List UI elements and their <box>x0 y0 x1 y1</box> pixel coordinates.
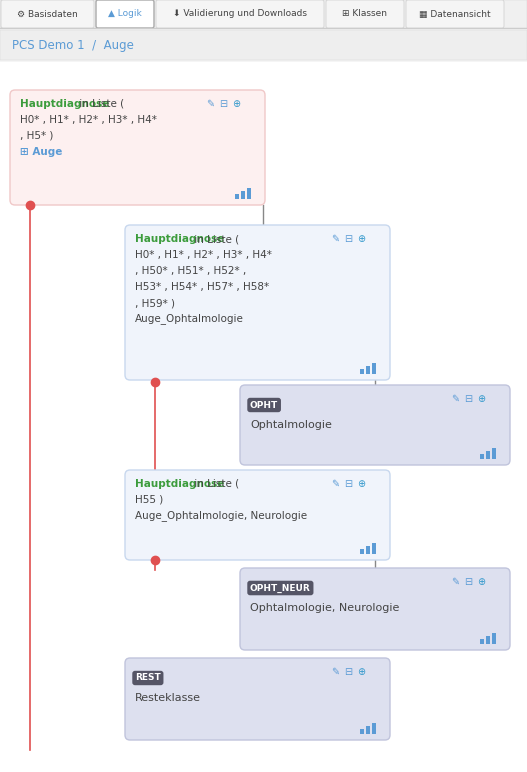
Text: ⊕: ⊕ <box>477 577 485 587</box>
Bar <box>366 366 370 374</box>
Text: Auge_Ophtalmologie: Auge_Ophtalmologie <box>135 313 244 324</box>
Text: Ophtalmologie: Ophtalmologie <box>250 420 332 430</box>
Text: ⊕: ⊕ <box>357 667 365 677</box>
Bar <box>486 451 490 459</box>
Text: H53* , H54* , H57* , H58*: H53* , H54* , H57* , H58* <box>135 282 269 292</box>
Text: ▦ Datenansicht: ▦ Datenansicht <box>419 9 491 19</box>
Text: ⊟: ⊟ <box>344 667 352 677</box>
Text: Ophtalmologie, Neurologie: Ophtalmologie, Neurologie <box>250 603 399 613</box>
Text: Auge_Ophtalmologie, Neurologie: Auge_Ophtalmologie, Neurologie <box>135 510 307 521</box>
Text: REST: REST <box>135 673 161 682</box>
Bar <box>480 454 484 459</box>
Text: ⊞ Auge: ⊞ Auge <box>20 147 62 157</box>
FancyBboxPatch shape <box>125 658 390 740</box>
Text: H0* , H1* , H2* , H3* , H4*: H0* , H1* , H2* , H3* , H4* <box>20 115 157 125</box>
Bar <box>492 633 496 644</box>
Text: ⊟: ⊟ <box>344 479 352 489</box>
Bar <box>247 188 251 199</box>
FancyBboxPatch shape <box>240 385 510 465</box>
Text: ⊕: ⊕ <box>232 99 240 109</box>
Text: Hauptdiagnose: Hauptdiagnose <box>20 99 110 109</box>
Text: Hauptdiagnose: Hauptdiagnose <box>135 234 225 244</box>
Bar <box>372 363 376 374</box>
FancyBboxPatch shape <box>406 0 504 28</box>
FancyBboxPatch shape <box>156 0 324 28</box>
FancyBboxPatch shape <box>1 0 94 28</box>
Bar <box>241 191 245 199</box>
Bar <box>360 369 364 374</box>
FancyBboxPatch shape <box>0 30 527 60</box>
Text: ▲ Logik: ▲ Logik <box>108 9 142 19</box>
Text: ⊟: ⊟ <box>344 234 352 244</box>
Bar <box>360 549 364 554</box>
Bar <box>372 723 376 734</box>
Text: ⊟: ⊟ <box>464 577 472 587</box>
Bar <box>366 726 370 734</box>
Bar <box>480 639 484 644</box>
Bar <box>360 729 364 734</box>
Text: in Liste (: in Liste ( <box>191 479 239 489</box>
Text: , H59* ): , H59* ) <box>135 298 175 308</box>
Text: ⊞ Klassen: ⊞ Klassen <box>343 9 387 19</box>
Text: ⊟: ⊟ <box>219 99 227 109</box>
Text: ✎: ✎ <box>331 234 339 244</box>
FancyBboxPatch shape <box>240 568 510 650</box>
Bar <box>492 448 496 459</box>
Text: Resteklasse: Resteklasse <box>135 693 201 703</box>
Text: ⊕: ⊕ <box>477 394 485 404</box>
Text: PCS Demo 1  /  Auge: PCS Demo 1 / Auge <box>12 39 134 52</box>
Text: ✎: ✎ <box>331 479 339 489</box>
Text: ⚙ Basisdaten: ⚙ Basisdaten <box>17 9 78 19</box>
FancyBboxPatch shape <box>0 0 527 28</box>
Text: ✎: ✎ <box>331 667 339 677</box>
Bar <box>486 636 490 644</box>
FancyBboxPatch shape <box>326 0 404 28</box>
Text: ⊟: ⊟ <box>464 394 472 404</box>
FancyBboxPatch shape <box>125 470 390 560</box>
Text: ✎: ✎ <box>451 577 459 587</box>
Text: , H5* ): , H5* ) <box>20 131 53 141</box>
Text: ⊕: ⊕ <box>357 234 365 244</box>
Text: H0* , H1* , H2* , H3* , H4*: H0* , H1* , H2* , H3* , H4* <box>135 250 272 260</box>
Text: OPHT: OPHT <box>250 401 278 409</box>
Text: , H50* , H51* , H52* ,: , H50* , H51* , H52* , <box>135 266 246 276</box>
FancyBboxPatch shape <box>96 0 154 28</box>
Text: ⬇ Validierung und Downloads: ⬇ Validierung und Downloads <box>173 9 307 19</box>
Bar <box>366 546 370 554</box>
Text: Hauptdiagnose: Hauptdiagnose <box>135 479 225 489</box>
Bar <box>372 543 376 554</box>
Text: OPHT_NEUR: OPHT_NEUR <box>250 584 311 593</box>
Text: ✎: ✎ <box>451 394 459 404</box>
Text: H55 ): H55 ) <box>135 495 163 505</box>
FancyBboxPatch shape <box>125 225 390 380</box>
Text: in Liste (: in Liste ( <box>76 99 124 109</box>
Text: ⊕: ⊕ <box>357 479 365 489</box>
Text: in Liste (: in Liste ( <box>191 234 239 244</box>
Bar <box>235 194 239 199</box>
Text: ✎: ✎ <box>206 99 214 109</box>
FancyBboxPatch shape <box>0 62 527 772</box>
FancyBboxPatch shape <box>10 90 265 205</box>
